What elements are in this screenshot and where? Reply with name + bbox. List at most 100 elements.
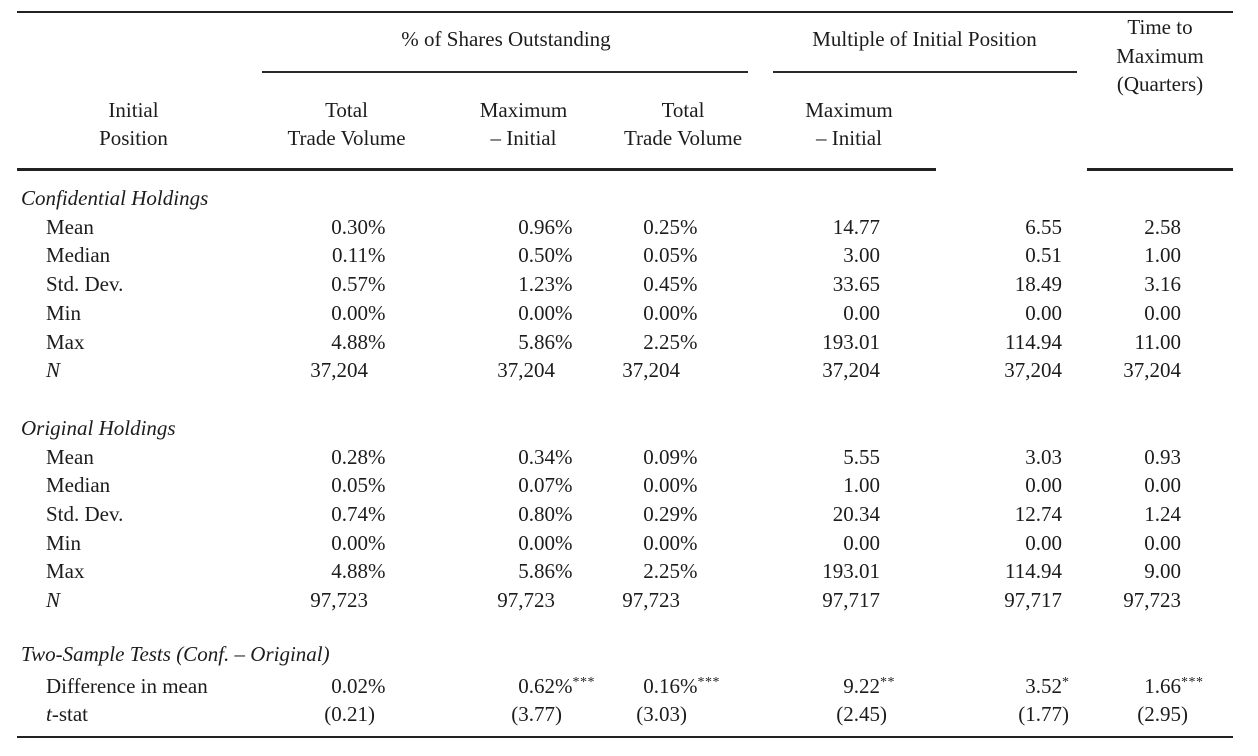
table-cell: 5.86% — [518, 559, 573, 584]
cell-value: 0.00 — [1025, 530, 1062, 555]
cell-value: 12.74 — [1014, 502, 1062, 527]
row-label: N — [46, 358, 61, 383]
cell-value: 37,204 — [1123, 358, 1181, 383]
row-label: Min — [46, 530, 82, 555]
cell-value: 0.57 — [331, 272, 368, 297]
cell-value: 0.80 — [518, 502, 555, 527]
cell-value: 0.25 — [643, 214, 680, 239]
cell-value: 3.16 — [1144, 272, 1181, 297]
table-cell: 6.55 — [936, 213, 1087, 242]
column-header-time-to-maximum: Time to Maximum (Quarters) — [1087, 12, 1233, 171]
table-cell: 0.00% — [331, 530, 386, 555]
table-row: Median 0.11% 0.50% 0.05% 3.00 0.51 1.00 — [17, 241, 1233, 270]
row-label: Std. Dev. — [46, 502, 124, 527]
table-cell: 0.02% — [331, 673, 386, 698]
table-cell: 0.96% — [518, 214, 573, 239]
cell-value: (2.45 — [836, 702, 880, 727]
table-cell: 37,204 — [250, 356, 443, 385]
table-cell: 0.57% — [331, 272, 386, 297]
cell-value: 6.55 — [1025, 214, 1062, 239]
cell-value: 114.94 — [1005, 329, 1062, 354]
cell-value: 0.00 — [1144, 300, 1181, 325]
row-label: N — [46, 588, 61, 613]
table-row: Std. Dev. 0.57% 1.23% 0.45% 33.65 18.49 3.16 — [17, 270, 1233, 299]
cell-value: 1.24 — [1144, 502, 1181, 527]
section-title-row: Original Holdings — [17, 414, 1233, 443]
cell-value: 37,204 — [310, 358, 368, 383]
cell-value: 0.05 — [643, 243, 680, 268]
table-cell: 9.00 — [1087, 557, 1233, 586]
column-header: Maximum – Initial — [762, 73, 936, 171]
cell-value: (0.21 — [324, 702, 368, 727]
cell-value: 11.00 — [1134, 329, 1181, 354]
cell-value: 9.00 — [1144, 559, 1181, 584]
section-spacer — [17, 615, 1233, 640]
column-group-row: % of Shares Outstanding Multiple of Init… — [17, 12, 1233, 171]
table-cell: 0.25% — [643, 214, 698, 239]
table-cell: 97,723 — [1087, 586, 1233, 615]
table-cell: 0.51 — [936, 241, 1087, 270]
table-cell: (3.77) — [511, 702, 562, 727]
section-spacer — [17, 385, 1233, 414]
row-label: Median — [46, 243, 111, 268]
cell-value: 1.00 — [843, 473, 880, 498]
column-header: Initial Position — [17, 73, 250, 171]
table-cell: 0.62%*** — [518, 673, 595, 698]
cell-value: 0.28 — [331, 444, 368, 469]
table-cell: 193.01 — [762, 328, 936, 357]
section-title: Confidential Holdings — [21, 186, 209, 210]
table-cell: 0.00 — [1087, 299, 1233, 328]
table-cell: (0.21) — [324, 702, 375, 727]
table-row: N 37,204 37,204 37,204 37,204 37,204 37,204 — [17, 356, 1233, 385]
cell-value: 2.58 — [1144, 214, 1181, 239]
cell-value: (2.95 — [1137, 702, 1181, 727]
table-cell: 0.05% — [331, 473, 386, 498]
cell-value: 5.86 — [518, 329, 555, 354]
cell-value: 0.00 — [518, 530, 555, 555]
cell-value: (3.77 — [511, 702, 555, 727]
row-label: Max — [46, 559, 85, 584]
table-cell: 9.22** — [762, 669, 936, 701]
cell-value: 1.23 — [518, 272, 555, 297]
table-cell: 0.00% — [643, 473, 698, 498]
table-row: t-stat (0.21) (3.77) (3.03) (2.45) (1.77) (2.9… — [17, 700, 1233, 737]
cell-value: 0.74 — [331, 502, 368, 527]
cell-value: 37,204 — [622, 358, 680, 383]
table-cell: 18.49 — [936, 270, 1087, 299]
table-cell: 3.00 — [762, 241, 936, 270]
table-cell: 0.30% — [331, 214, 386, 239]
cell-value: (1.77 — [1018, 702, 1062, 727]
cell-value: 0.50 — [518, 243, 555, 268]
table-cell: 5.55 — [762, 443, 936, 472]
group-underline — [262, 71, 748, 73]
table-cell: 20.34 — [762, 500, 936, 529]
cell-value: 193.01 — [822, 559, 880, 584]
cell-value: 0.45 — [643, 272, 680, 297]
row-label: Median — [46, 473, 111, 498]
table-cell: 1.66*** — [1087, 669, 1233, 701]
cell-value: 33.65 — [832, 272, 880, 297]
table-cell: 0.80% — [518, 502, 573, 527]
cell-value: 0.00 — [1144, 473, 1181, 498]
cell-value: 193.01 — [822, 329, 880, 354]
table-cell: 114.94 — [936, 328, 1087, 357]
table-cell: 0.07% — [518, 473, 573, 498]
table-cell: 97,717 — [762, 586, 936, 615]
table-cell: 33.65 — [762, 270, 936, 299]
table-cell: 3.16 — [1087, 270, 1233, 299]
group-header-label: % of Shares Outstanding — [401, 27, 611, 51]
table-cell: 97,723 — [604, 586, 762, 615]
table-cell: 193.01 — [762, 557, 936, 586]
significance-stars: ** — [880, 674, 895, 690]
cell-value: 3.03 — [1025, 444, 1062, 469]
empty-corner-cell — [17, 12, 250, 73]
section-title: Two-Sample Tests (Conf. – Original) — [21, 641, 330, 666]
significance-stars: *** — [1181, 674, 1204, 690]
group-header-shares-outstanding: % of Shares Outstanding — [250, 12, 762, 73]
table-cell: (2.45) — [836, 702, 887, 727]
row-label: Mean — [46, 444, 94, 469]
cell-value: 0.62 — [518, 673, 555, 698]
table-cell: 14.77 — [762, 213, 936, 242]
table-row: Mean 0.30% 0.96% 0.25% 14.77 6.55 2.58 — [17, 213, 1233, 242]
